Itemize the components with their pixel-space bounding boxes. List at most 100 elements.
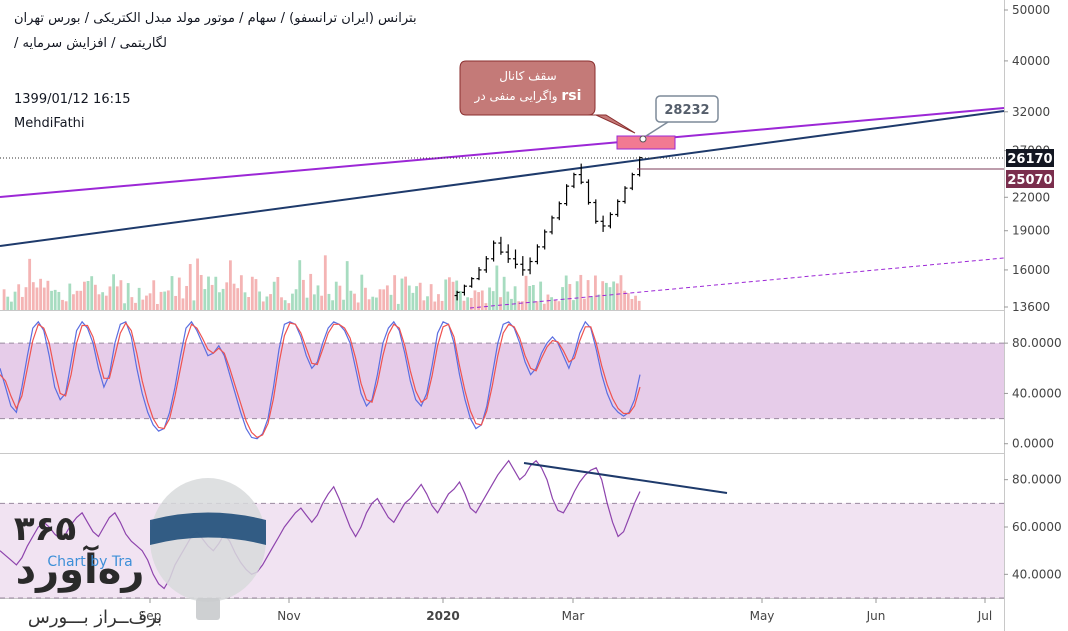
volume-bar (367, 299, 371, 310)
volume-bar (309, 273, 313, 310)
volume-bar (243, 292, 247, 310)
volume-bar (72, 294, 75, 310)
volume-bar (546, 294, 550, 310)
oscillator-tick-label: 60.0000 (1012, 520, 1062, 534)
price-candle (571, 172, 577, 189)
oscillator-line-signal (0, 321, 641, 439)
volume-bar (123, 303, 126, 310)
volume-bar (334, 281, 338, 310)
target-value-text: 28232 (664, 103, 709, 118)
volume-bar (35, 287, 39, 310)
volume-bar (130, 297, 134, 310)
volume-bar (473, 290, 477, 310)
chart-datetime: 1399/01/12 16:15 (14, 92, 131, 107)
volume-bar (46, 280, 50, 310)
volume-bar (630, 299, 634, 310)
price-candle (505, 244, 511, 263)
volume-bar (207, 276, 210, 310)
volume-bar (458, 291, 462, 310)
volume-bar (196, 258, 199, 310)
price-tick-label: 22000 (1012, 190, 1050, 204)
volume-bar (17, 284, 21, 310)
volume-bar (298, 260, 302, 310)
price-trend-lines (0, 107, 1005, 309)
volume-bar (50, 290, 53, 310)
volume-bar (188, 264, 192, 310)
volume-bar (513, 286, 517, 310)
time-tick-label: Jul (977, 609, 992, 623)
long-trend-line (0, 110, 1005, 247)
time-tick-label: Mar (562, 609, 585, 623)
balloon-icon (150, 478, 266, 602)
watermark-logo: ۳۶۵ رەآورد برف‌ــراز بـــورس Chart by Tr… (14, 478, 266, 628)
volume-bar (539, 281, 543, 310)
volume-bar (283, 300, 287, 310)
price-candle (542, 229, 548, 250)
volume-bar (375, 297, 378, 310)
price-candle (454, 290, 460, 301)
volume-bar (137, 287, 141, 310)
price-candle (586, 179, 591, 205)
volume-bar (163, 291, 167, 310)
volume-bar (64, 301, 68, 310)
price-candle (461, 284, 467, 296)
volume-bar (141, 299, 145, 310)
price-tick-label: 50000 (1012, 3, 1050, 17)
price-tick-label: 13600 (1012, 300, 1050, 314)
price-tick-label: 19000 (1012, 224, 1050, 238)
volume-bar (469, 297, 473, 310)
volume-bar (528, 285, 532, 310)
volume-bar (269, 294, 272, 310)
volume-bar (433, 301, 437, 310)
lower-channel-line (469, 257, 1005, 309)
volume-bar (542, 303, 546, 310)
volume-bar (444, 279, 448, 310)
volume-bar (491, 291, 495, 310)
time-tick-label: Nov (277, 609, 300, 623)
volume-bar (572, 300, 575, 310)
volume-bar (247, 297, 251, 310)
volume-bar (583, 298, 586, 310)
volume-bar (331, 300, 334, 310)
volume-bar (93, 284, 97, 310)
volume-bar (535, 301, 539, 310)
rsi-axis: 80.0000 60.0000 40.0000 (1004, 473, 1062, 581)
volume-bar (39, 278, 42, 310)
price-candle (607, 212, 613, 229)
volume-bar (13, 291, 17, 310)
volume-bar (619, 275, 623, 310)
price-candle (513, 249, 518, 269)
callout-rsi-word: rsi (561, 88, 581, 104)
volume-bar (462, 300, 466, 310)
volume-bar (28, 258, 32, 310)
volume-bar (418, 282, 422, 310)
volume-bar (400, 278, 404, 310)
volume-bar (75, 290, 79, 310)
volume-bar (305, 297, 309, 310)
time-tick-label: May (750, 609, 775, 623)
volume-bar (634, 295, 637, 310)
oscillator-tick-label: 40.0000 (1012, 567, 1062, 581)
volume-bar (553, 300, 557, 310)
volume-bar (6, 296, 10, 310)
volume-bar (112, 274, 115, 310)
divergence-callout: سقف کانال rsi واگرایی منفی در (459, 60, 636, 134)
prior-price-badge: 25070 (1006, 170, 1054, 188)
chart-title-line2: لگاریتمی / افزایش سرمایه / (14, 36, 167, 51)
volume-bar (86, 281, 90, 310)
volume-bar (229, 260, 232, 310)
price-candle (600, 215, 606, 232)
price-tick-label: 32000 (1012, 105, 1050, 119)
volume-bar (316, 285, 320, 310)
volume-bar (382, 289, 386, 310)
volume-bar (10, 301, 13, 310)
rsi-divergence-line (523, 462, 728, 494)
oscillator-tick-label: 0.0000 (1012, 437, 1054, 451)
volume-bar (564, 275, 568, 310)
volume-bar (145, 295, 148, 310)
last-price-text: 26170 (1007, 152, 1052, 167)
stochastic-pane (0, 320, 1004, 440)
volume-bar (225, 282, 229, 310)
prior-price-text: 25070 (1007, 173, 1052, 188)
